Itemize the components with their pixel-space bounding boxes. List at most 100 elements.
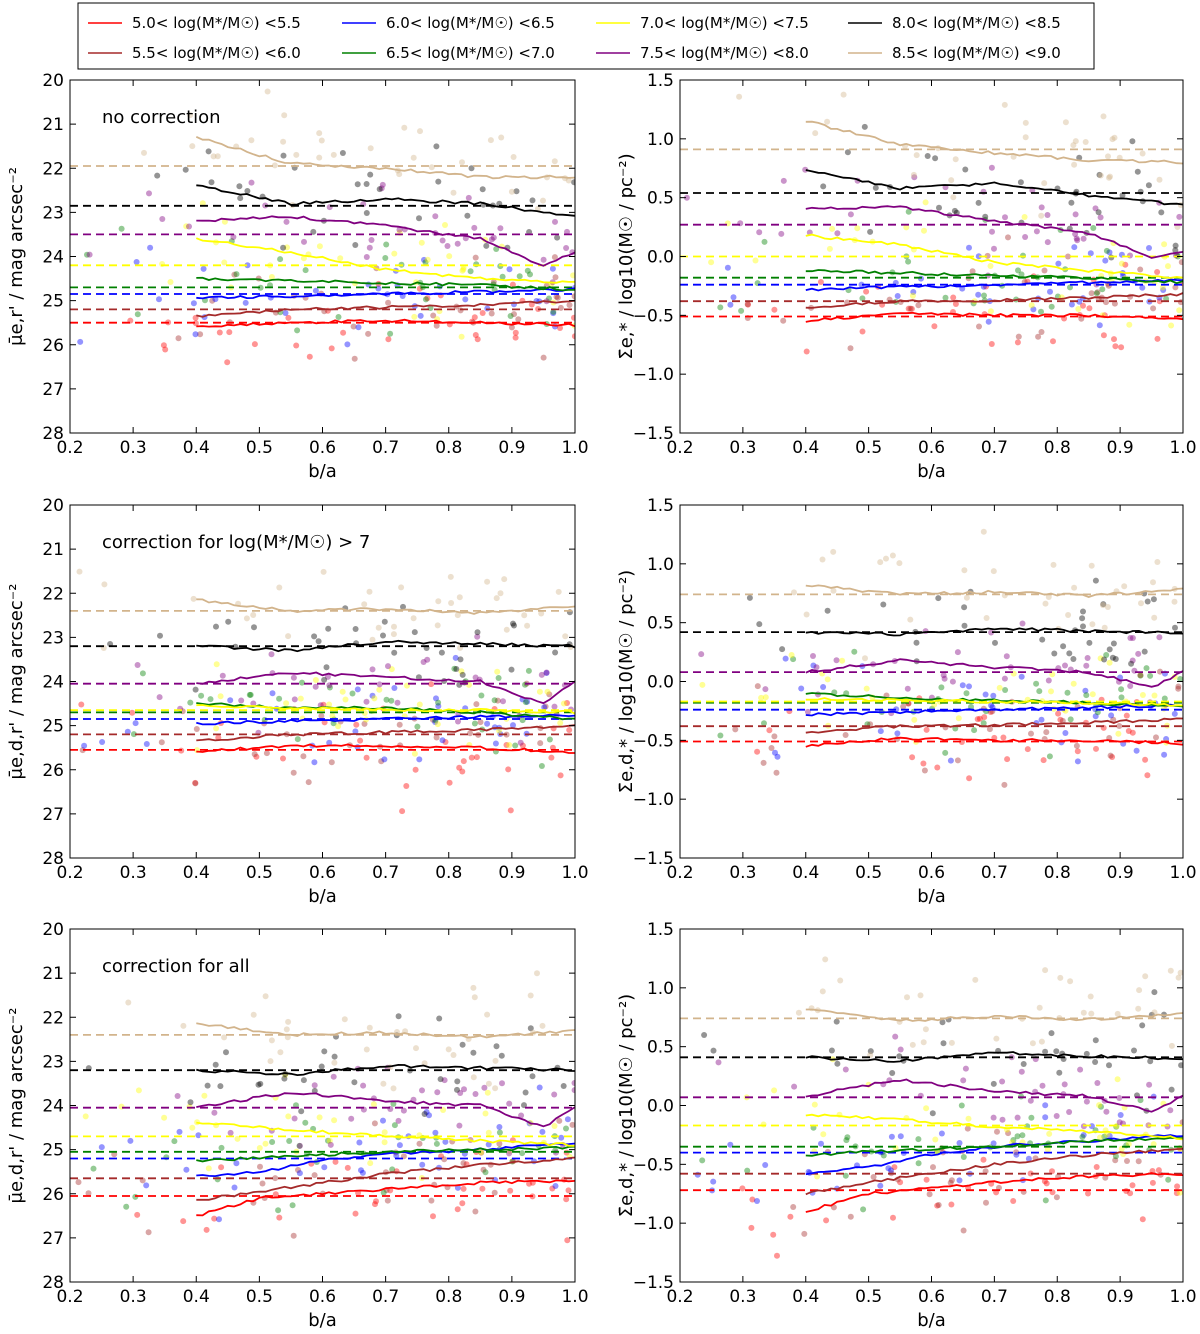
scatter-point: [221, 259, 228, 266]
scatter-point: [1115, 730, 1122, 737]
scatter-point: [398, 584, 405, 591]
scatter-point: [1005, 1130, 1012, 1137]
scatter-point: [134, 662, 141, 668]
scatter-point: [1094, 1080, 1101, 1086]
scatter-point: [1147, 1058, 1154, 1065]
scatter-point: [300, 1077, 307, 1084]
scatter-point: [522, 681, 528, 688]
scatter-point: [227, 697, 234, 704]
y-tick-label: 26: [42, 761, 64, 781]
scatter-point: [1073, 235, 1080, 242]
scatter-point: [384, 1197, 391, 1204]
scatter-point: [301, 238, 307, 245]
scatter-point: [907, 616, 914, 623]
scatter-point: [558, 1134, 565, 1141]
y-axis-label: Σ̄e,d,* / log10(M☉ / pc⁻²): [616, 994, 637, 1217]
scatter-point: [366, 1024, 373, 1031]
scatter-point: [1072, 138, 1079, 145]
scatter-point: [350, 323, 357, 330]
scatter-point: [1082, 687, 1089, 694]
scatter-point: [435, 703, 442, 710]
x-axis-label: b/a: [917, 886, 946, 907]
scatter-point: [182, 166, 189, 173]
scatter-point: [271, 162, 278, 169]
scatter-point: [990, 1140, 997, 1147]
scatter-point: [1088, 1010, 1095, 1017]
scatter-point: [423, 1109, 430, 1115]
scatter-point: [157, 632, 163, 639]
scatter-point: [779, 646, 786, 653]
scatter-point: [1176, 307, 1183, 314]
scatter-point: [330, 1073, 337, 1080]
scatter-point: [459, 768, 466, 775]
y-tick-label: 0.5: [647, 614, 674, 634]
scatter-point: [536, 688, 543, 695]
scatter-point: [1035, 333, 1042, 340]
scatter-point: [1107, 752, 1114, 759]
scatter-point: [550, 310, 557, 317]
scatter-point: [363, 1046, 370, 1053]
scatter-point: [311, 1172, 318, 1179]
scatter-point: [936, 204, 942, 211]
scatter-point: [285, 1113, 292, 1120]
scatter-point: [487, 137, 494, 144]
scatter-point: [1161, 241, 1168, 248]
x-tick-label: 1.0: [1169, 1287, 1196, 1307]
scatter-point: [990, 692, 997, 699]
scatter-point: [506, 1100, 513, 1107]
scatter-point: [383, 696, 390, 703]
y-tick-label: 27: [42, 1229, 64, 1249]
y-tick-label: 22: [42, 159, 64, 179]
scatter-point: [513, 188, 520, 195]
scatter-point: [233, 1160, 240, 1167]
scatter-point: [1057, 974, 1064, 981]
scatter-point: [480, 1166, 487, 1173]
scatter-point: [519, 742, 526, 749]
scatter-point: [365, 330, 372, 337]
scatter-point: [280, 138, 287, 145]
scatter-point: [1137, 188, 1144, 195]
scatter-point: [411, 629, 418, 636]
scatter-point: [214, 153, 221, 160]
scatter-point: [1056, 1069, 1063, 1076]
scatter-point: [161, 1114, 168, 1121]
scatter-point: [340, 329, 347, 336]
scatter-point: [818, 1140, 824, 1147]
scatter-point: [293, 342, 300, 349]
scatter-point: [375, 285, 382, 292]
scatter-point: [351, 355, 358, 362]
scatter-point: [1080, 623, 1086, 630]
scatter-point: [233, 271, 240, 278]
scatter-point: [966, 775, 973, 782]
scatter-point: [306, 353, 313, 360]
scatter-point: [268, 651, 275, 658]
plot-area: [70, 568, 575, 815]
scatter-point: [1099, 286, 1106, 293]
scatter-point: [395, 1117, 402, 1124]
scatter-point: [897, 1046, 904, 1053]
scatter-point: [516, 273, 523, 280]
y-tick-label: 1.5: [647, 71, 674, 91]
scatter-point: [1066, 650, 1073, 657]
scatter-point: [546, 736, 553, 743]
scatter-point: [494, 697, 501, 704]
scatter-point: [290, 1232, 297, 1239]
scatter-point: [1151, 692, 1158, 699]
scatter-point: [962, 1065, 969, 1072]
scatter-point: [754, 683, 761, 690]
scatter-point: [801, 73, 807, 79]
running-median-line: [195, 135, 575, 180]
scatter-point: [460, 1185, 467, 1192]
scatter-point: [474, 629, 481, 636]
scatter-point: [192, 779, 199, 786]
scatter-point: [1065, 253, 1071, 260]
x-tick-label: 1.0: [1169, 863, 1196, 883]
scatter-point: [1067, 716, 1074, 723]
scatter-point: [1136, 987, 1143, 994]
scatter-point: [942, 294, 949, 301]
scatter-point: [539, 1128, 546, 1135]
scatter-point: [791, 1083, 798, 1090]
scatter-point: [361, 720, 368, 727]
scatter-point: [421, 1111, 428, 1117]
scatter-point: [217, 693, 224, 700]
